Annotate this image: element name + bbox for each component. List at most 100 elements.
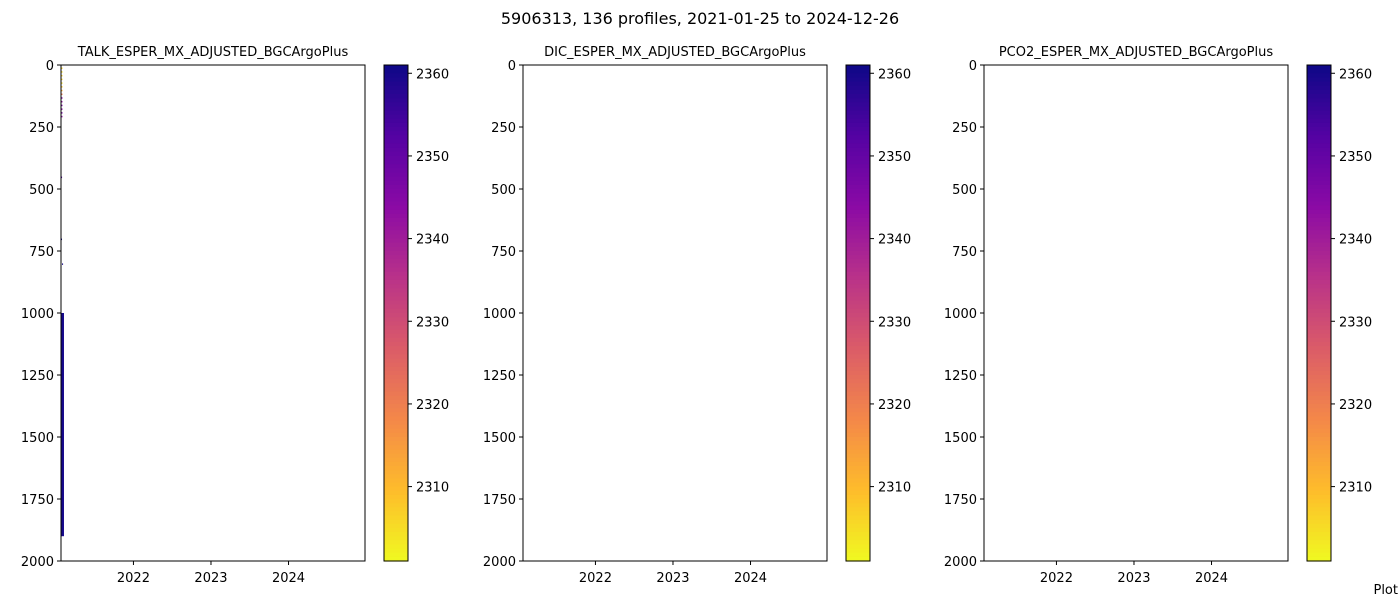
colorbar-segment — [1307, 217, 1331, 223]
colorbar-segment — [1307, 540, 1331, 546]
panel-2: DIC_ESPER_MX_ADJUSTED_BGCArgoPlus 0 250 500… — [483, 45, 911, 586]
y-tick-label: 1750 — [21, 493, 54, 508]
colorbar-segment — [384, 490, 408, 496]
colorbar-segment — [846, 441, 870, 446]
colorbar-segment — [1307, 379, 1331, 384]
y-tick-label: 250 — [952, 121, 977, 136]
x-tick-label: 2023 — [656, 571, 689, 586]
colorbar-segment — [1307, 147, 1331, 153]
colorbar-segment — [1307, 193, 1331, 198]
colorbar-tick-label: 2350 — [1339, 150, 1372, 165]
colorbar-segment — [384, 106, 408, 112]
colorbar-segment — [1307, 494, 1331, 500]
colorbar-segment — [846, 102, 870, 107]
colorbar-segment — [384, 461, 408, 467]
colorbar-segment — [1307, 370, 1331, 376]
colorbar-segment — [846, 457, 870, 463]
colorbar-segment — [846, 267, 870, 273]
colorbar-segment — [384, 197, 408, 202]
colorbar-segment — [384, 184, 408, 190]
axes-frame — [522, 64, 828, 562]
colorbar-segment — [1307, 395, 1331, 401]
colorbar-segment — [384, 544, 408, 550]
colorbar-segment — [1307, 416, 1331, 422]
heatmap-cell — [61, 112, 63, 114]
colorbar-segment — [846, 519, 870, 525]
colorbar-tick-label: 2350 — [878, 150, 911, 165]
colorbar: 2310 2320 2330 2340 2350 2360 — [1306, 64, 1372, 562]
colorbar-segment — [846, 490, 870, 496]
colorbar-segment — [846, 366, 870, 372]
colorbar-segment — [846, 523, 870, 529]
heatmap-cell — [61, 176, 63, 179]
colorbar-segment — [1307, 222, 1331, 227]
colorbar-segment — [384, 317, 408, 322]
heatmap-cell — [61, 104, 63, 107]
colorbar-segment — [1307, 98, 1331, 103]
colorbar-segment — [1307, 532, 1331, 537]
panel-3: PCO2_ESPER_MX_ADJUSTED_BGCArgoPlus 0 250 50… — [944, 45, 1372, 586]
colorbar-segment — [384, 362, 408, 368]
colorbar-segment — [1307, 486, 1331, 492]
axes-frame — [60, 64, 366, 562]
colorbar-segment — [846, 395, 870, 401]
y-tick-label: 750 — [29, 245, 54, 260]
colorbar-segment — [846, 354, 870, 360]
colorbar-segment — [1307, 499, 1331, 504]
colorbar-segment — [846, 408, 870, 413]
colorbar-segment — [384, 69, 408, 74]
colorbar-segment — [846, 160, 870, 165]
colorbar-segment — [846, 317, 870, 322]
colorbar-segment — [1307, 197, 1331, 202]
colorbar-segment — [384, 131, 408, 136]
colorbar-segment — [846, 548, 870, 554]
colorbar-segment — [1307, 313, 1331, 318]
colorbar-segment — [1307, 255, 1331, 260]
colorbar-segment — [846, 362, 870, 368]
colorbar-segment — [846, 503, 870, 508]
colorbar-tick-label: 2320 — [416, 398, 449, 413]
colorbar-segment — [1307, 155, 1331, 161]
colorbar-segment — [1307, 478, 1331, 484]
colorbar-segment — [1307, 391, 1331, 397]
y-tick-label: 1250 — [21, 369, 54, 384]
colorbar-segment — [384, 370, 408, 376]
colorbar-segment — [846, 403, 870, 409]
colorbar-segment — [384, 515, 408, 521]
colorbar-segment — [846, 135, 870, 140]
colorbar-segment — [1307, 552, 1331, 558]
colorbar-segment — [846, 370, 870, 376]
colorbar-segment — [384, 408, 408, 413]
colorbar-segment — [384, 135, 408, 140]
colorbar-segment — [846, 184, 870, 190]
colorbar-segment — [384, 321, 408, 326]
colorbar-segment — [384, 255, 408, 260]
colorbar-segment — [846, 333, 870, 339]
x-tick-label: 2024 — [1195, 571, 1228, 586]
colorbar-segment — [1307, 465, 1331, 471]
colorbar-segment — [846, 98, 870, 103]
colorbar-segment — [384, 93, 408, 99]
colorbar-tick-label: 2330 — [1339, 315, 1372, 330]
heatmap-cell — [61, 78, 63, 81]
colorbar-tick-label: 2340 — [878, 233, 911, 248]
colorbar-segment — [846, 222, 870, 227]
colorbar-segment — [384, 85, 408, 91]
colorbar-segment — [846, 507, 870, 512]
colorbar-segment — [1307, 151, 1331, 157]
colorbar-segment — [1307, 238, 1331, 244]
colorbar-segment — [1307, 184, 1331, 190]
colorbar-segment — [846, 341, 870, 347]
colorbar-segment — [846, 193, 870, 198]
y-tick-label: 2000 — [21, 555, 54, 570]
y-tick-label: 2000 — [944, 555, 977, 570]
colorbar-segment — [1307, 246, 1331, 252]
colorbar-segment — [846, 532, 870, 537]
colorbar-segment — [846, 122, 870, 128]
colorbar-segment — [384, 449, 408, 455]
colorbar-segment — [846, 461, 870, 467]
colorbar-segment — [1307, 89, 1331, 95]
x-tick-label: 2022 — [579, 571, 612, 586]
colorbar-segment — [1307, 519, 1331, 525]
colorbar-segment — [1307, 213, 1331, 219]
